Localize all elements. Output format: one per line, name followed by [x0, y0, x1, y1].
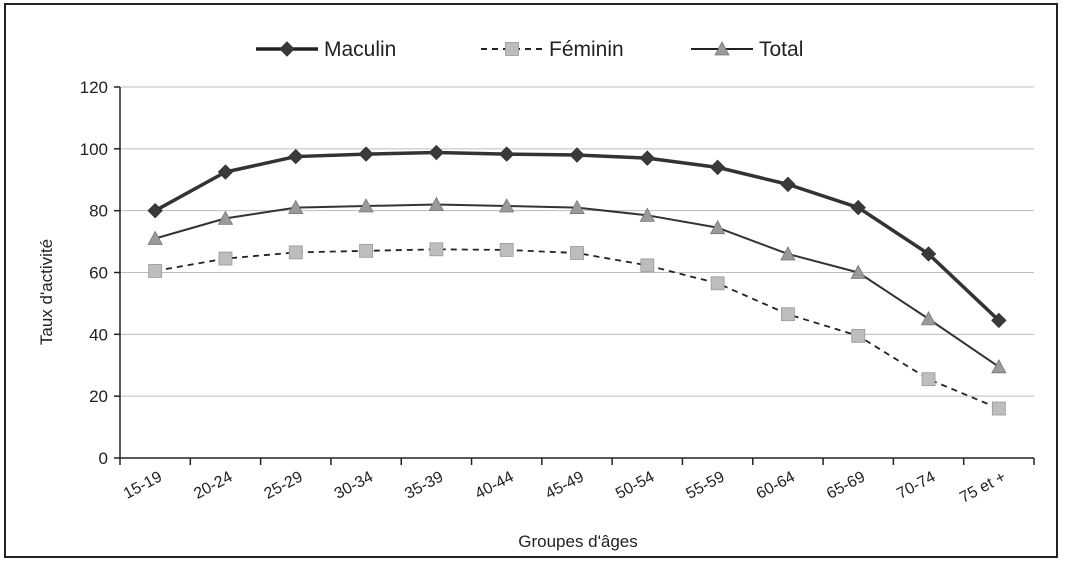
data-point [780, 176, 796, 193]
legend-label: Total [759, 38, 803, 61]
data-point [640, 258, 655, 273]
data-point [921, 372, 936, 387]
x-tick-label: 35-39 [402, 468, 446, 502]
legend-marker [279, 41, 295, 57]
x-axis-label: Groupes d'âges [518, 532, 638, 551]
y-tick-label: 20 [89, 387, 108, 406]
data-point [991, 312, 1007, 329]
data-point [148, 264, 163, 278]
data-point [358, 146, 374, 162]
data-point [218, 251, 233, 266]
data-point [710, 276, 725, 291]
series-total [147, 196, 1007, 374]
data-point [147, 202, 163, 219]
data-point [499, 198, 515, 213]
data-point [288, 148, 304, 165]
data-point [288, 199, 304, 214]
data-point [850, 199, 866, 216]
data-point [851, 328, 866, 343]
data-point [709, 159, 726, 176]
x-tick-label: 55-59 [683, 468, 727, 502]
data-point [428, 196, 445, 211]
x-tick-label: 75 et + [957, 469, 1009, 507]
y-tick-label: 60 [89, 264, 108, 283]
legend-label: Maculin [324, 38, 396, 61]
data-point [639, 207, 655, 222]
legend-item: Maculin [256, 38, 396, 61]
x-tick-label: 15-19 [121, 468, 165, 502]
data-point [639, 150, 656, 166]
data-point [709, 219, 726, 235]
series-maculin [147, 144, 1007, 329]
data-point [781, 307, 795, 322]
data-point [147, 230, 163, 245]
y-tick-label: 40 [89, 325, 108, 344]
y-tick-label: 80 [89, 202, 108, 221]
data-point [288, 245, 303, 260]
legend: Maculin Féminin Total [256, 38, 803, 61]
line-chart: 0 20 40 60 80 100 120 15-19 20-24 25-29 30-34 35-3… [37, 38, 1035, 551]
y-tick-label: 120 [80, 78, 108, 97]
data-point [358, 198, 374, 213]
y-tick-labels: 0 20 40 60 80 100 120 [80, 78, 108, 468]
x-tick-label: 70-74 [894, 468, 938, 502]
y-axis-label: Taux d'activité [37, 239, 56, 345]
legend-label: Féminin [549, 38, 624, 61]
x-tick-label: 65-69 [824, 468, 868, 502]
legend-marker [714, 41, 730, 56]
x-tick-label: 25-29 [262, 468, 306, 502]
series-feminin [148, 242, 1006, 416]
x-tick-label: 40-44 [472, 468, 516, 502]
legend-marker [505, 42, 519, 56]
data-point [428, 144, 445, 161]
data-point [359, 243, 373, 258]
data-point [920, 311, 937, 326]
x-tick-label: 50-54 [613, 468, 657, 502]
data-point [570, 246, 584, 260]
data-point [569, 147, 585, 163]
data-point [991, 358, 1007, 374]
x-tick-label: 60-64 [754, 468, 798, 502]
data-point [217, 164, 234, 180]
y-tick-label: 0 [99, 449, 108, 468]
y-tick-label: 100 [80, 140, 108, 159]
data-point [991, 401, 1006, 416]
x-tick-labels: 15-19 20-24 25-29 30-34 35-39 40-44 45-49 50-54… [121, 468, 1009, 506]
data-point [569, 199, 585, 214]
data-point [850, 264, 866, 279]
series-line [154, 203, 1000, 368]
data-point [429, 242, 444, 257]
chart-frame: 0 20 40 60 80 100 120 15-19 20-24 25-29 30-34 35-3… [4, 3, 1058, 558]
series-group [147, 144, 1007, 416]
axes [114, 86, 1035, 465]
x-tick-label: 20-24 [191, 468, 235, 502]
gridlines [120, 86, 1034, 397]
series-line [154, 248, 1000, 410]
data-point [780, 246, 796, 261]
x-tick-label: 45-49 [543, 468, 587, 502]
x-tick-label: 30-34 [332, 468, 376, 502]
data-point [498, 146, 515, 162]
legend-item: Total [691, 38, 803, 61]
legend-item: Féminin [481, 38, 624, 61]
data-point [217, 210, 234, 225]
series-line [154, 150, 1001, 322]
data-point [499, 243, 514, 257]
data-point [920, 246, 937, 262]
